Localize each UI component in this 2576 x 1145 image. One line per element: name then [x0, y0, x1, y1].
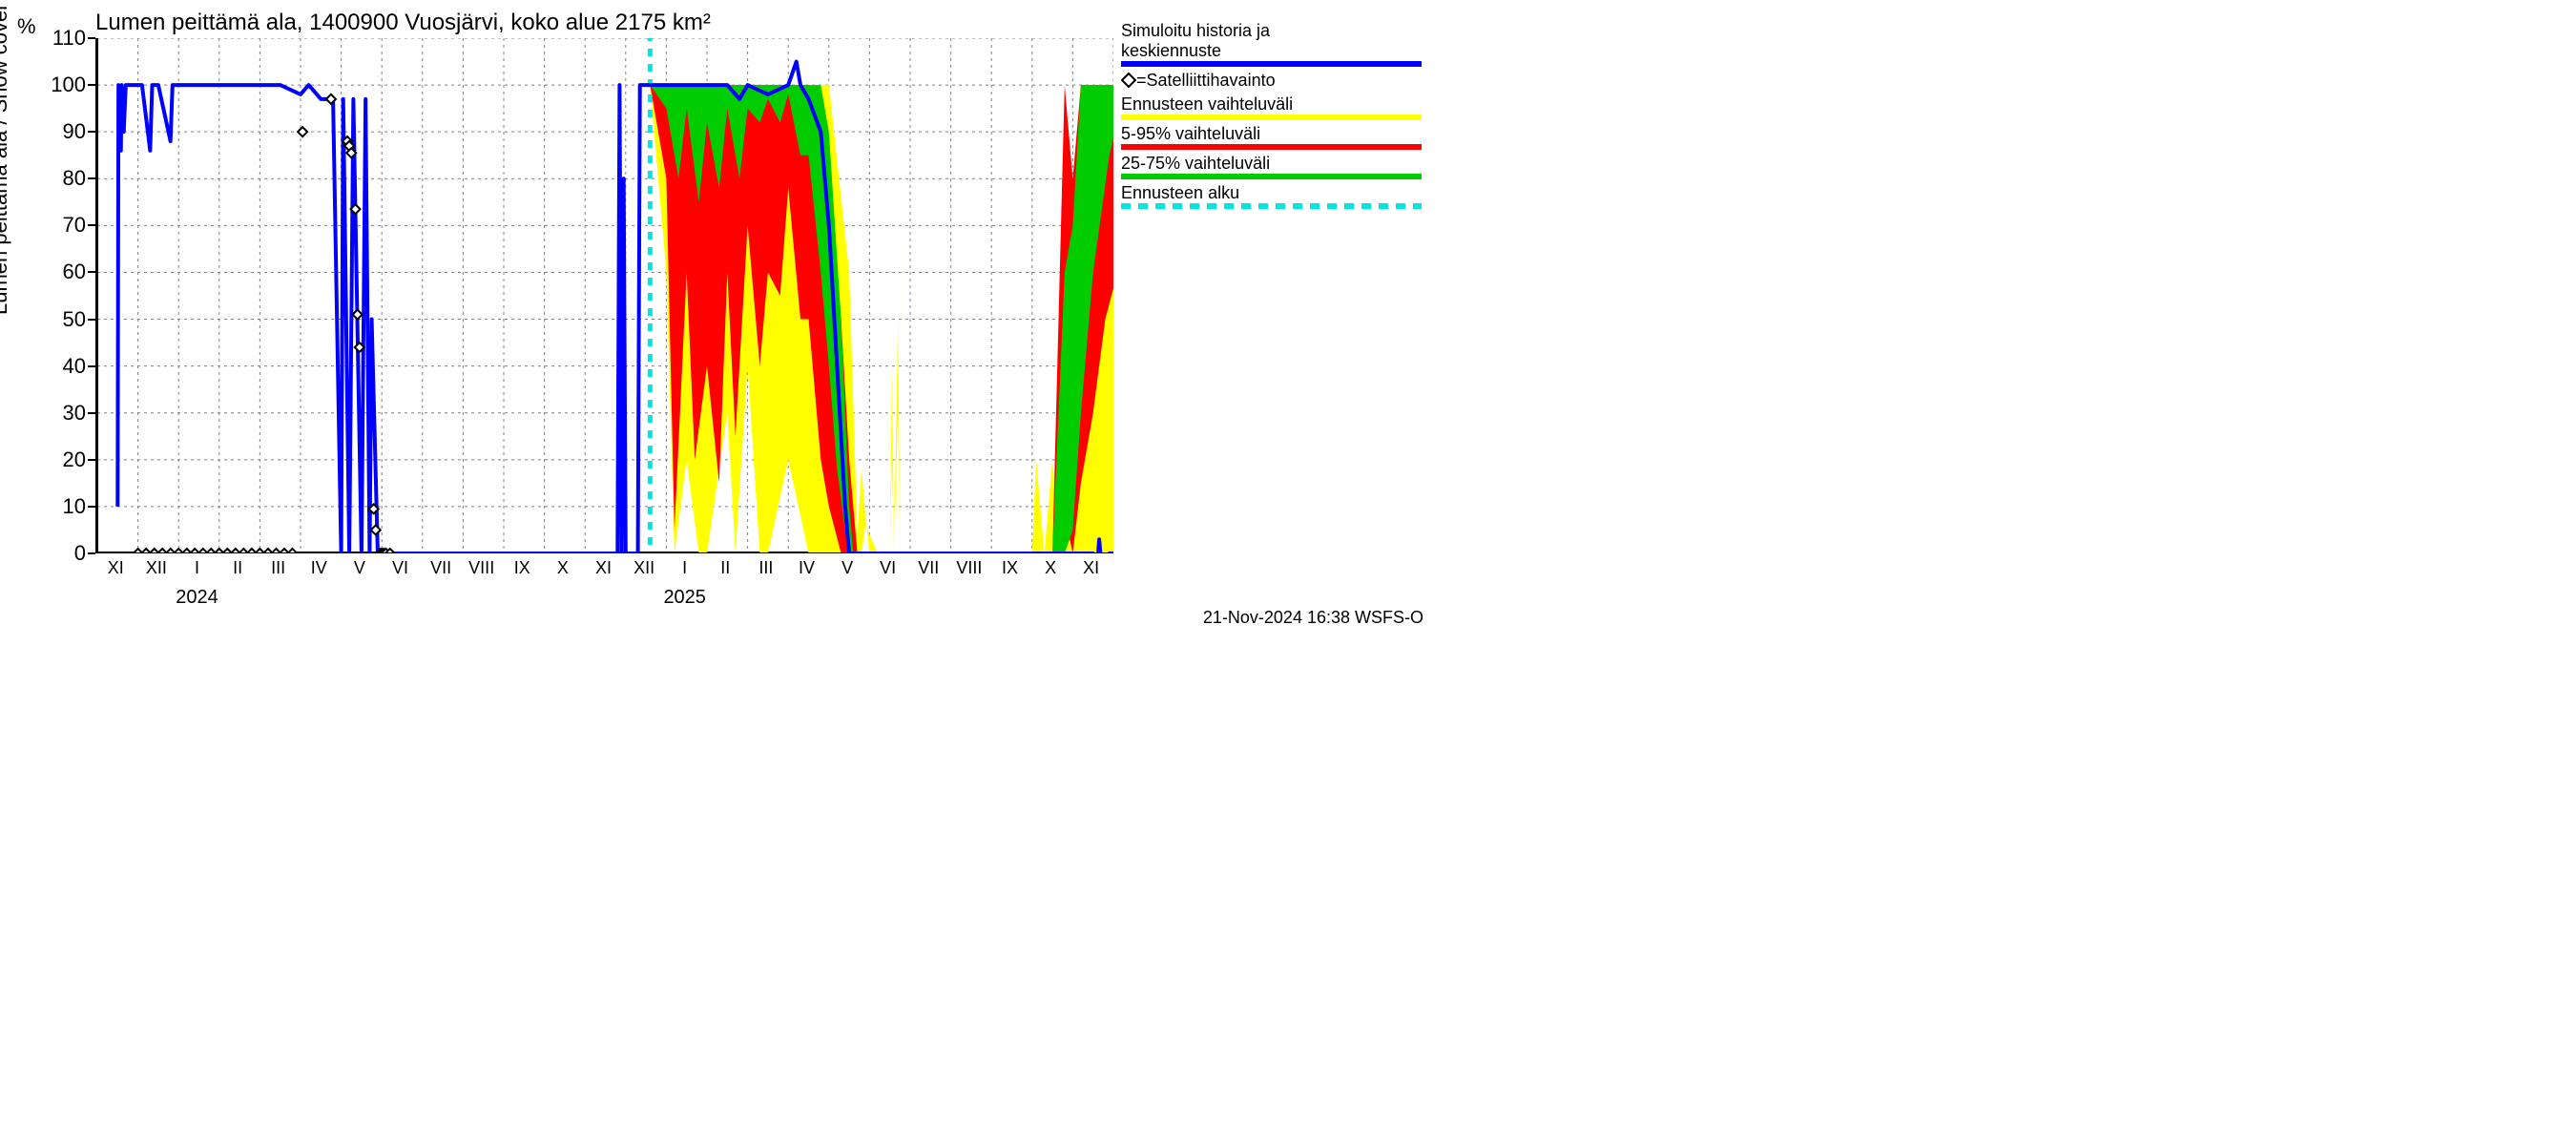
footer-credit: 21-Nov-2024 16:38 WSFS-O: [1203, 608, 1423, 628]
x-tick-label: I: [682, 558, 687, 578]
legend-item: Ennusteen vaihteluväli: [1121, 94, 1422, 120]
legend-item: Simuloitu historia jakeskiennuste: [1121, 21, 1422, 67]
chart-title: Lumen peittämä ala, 1400900 Vuosjärvi, k…: [95, 10, 711, 36]
x-tick-label: VIII: [956, 558, 982, 578]
x-tick-label: III: [271, 558, 285, 578]
x-tick-label: IX: [1002, 558, 1018, 578]
x-tick-label: I: [195, 558, 199, 578]
y-tick-label: 80: [38, 166, 86, 191]
x-tick-label: V: [354, 558, 365, 578]
chart-container: Lumen peittämä ala, 1400900 Vuosjärvi, k…: [0, 0, 1431, 635]
legend-item: Ennusteen alku: [1121, 183, 1422, 209]
x-year-label: 2025: [663, 587, 706, 609]
y-tick-label: 90: [38, 119, 86, 144]
y-tick-label: 10: [38, 494, 86, 519]
x-tick-label: V: [841, 558, 853, 578]
legend-item: 5-95% vaihteluväli: [1121, 124, 1422, 150]
y-tick-label: 100: [38, 73, 86, 97]
x-year-label: 2024: [176, 587, 218, 609]
x-tick-label: II: [233, 558, 242, 578]
plot-svg: [97, 38, 1113, 553]
x-tick-label: IX: [514, 558, 530, 578]
y-tick-label: 20: [38, 448, 86, 472]
x-tick-label: VIII: [468, 558, 494, 578]
x-tick-label: III: [758, 558, 773, 578]
plot-area: [95, 38, 1111, 553]
x-tick-label: XII: [146, 558, 167, 578]
x-tick-label: VII: [430, 558, 451, 578]
x-tick-label: IV: [311, 558, 327, 578]
y-tick-label: 0: [38, 541, 86, 566]
x-tick-label: VI: [880, 558, 896, 578]
x-tick-label: VII: [918, 558, 939, 578]
y-tick-label: 110: [38, 26, 86, 51]
y-tick-label: 60: [38, 260, 86, 284]
x-tick-label: X: [1045, 558, 1056, 578]
x-tick-label: XI: [108, 558, 124, 578]
x-tick-label: XI: [1083, 558, 1099, 578]
y-tick-label: 50: [38, 307, 86, 332]
x-tick-label: XII: [634, 558, 654, 578]
y-tick-label: 40: [38, 354, 86, 379]
legend-item: =Satelliittihavainto: [1121, 71, 1422, 91]
y-axis-label: Lumen peittämä ala / Snow cover area: [0, 0, 12, 315]
x-tick-label: X: [557, 558, 569, 578]
x-tick-label: II: [720, 558, 730, 578]
legend-item: 25-75% vaihteluväli: [1121, 154, 1422, 179]
x-tick-label: XI: [595, 558, 612, 578]
y-unit: %: [17, 14, 36, 39]
y-tick-label: 30: [38, 401, 86, 426]
legend: Simuloitu historia jakeskiennuste =Satell…: [1121, 21, 1422, 213]
x-tick-label: VI: [392, 558, 408, 578]
y-tick-label: 70: [38, 213, 86, 238]
x-tick-label: IV: [799, 558, 815, 578]
